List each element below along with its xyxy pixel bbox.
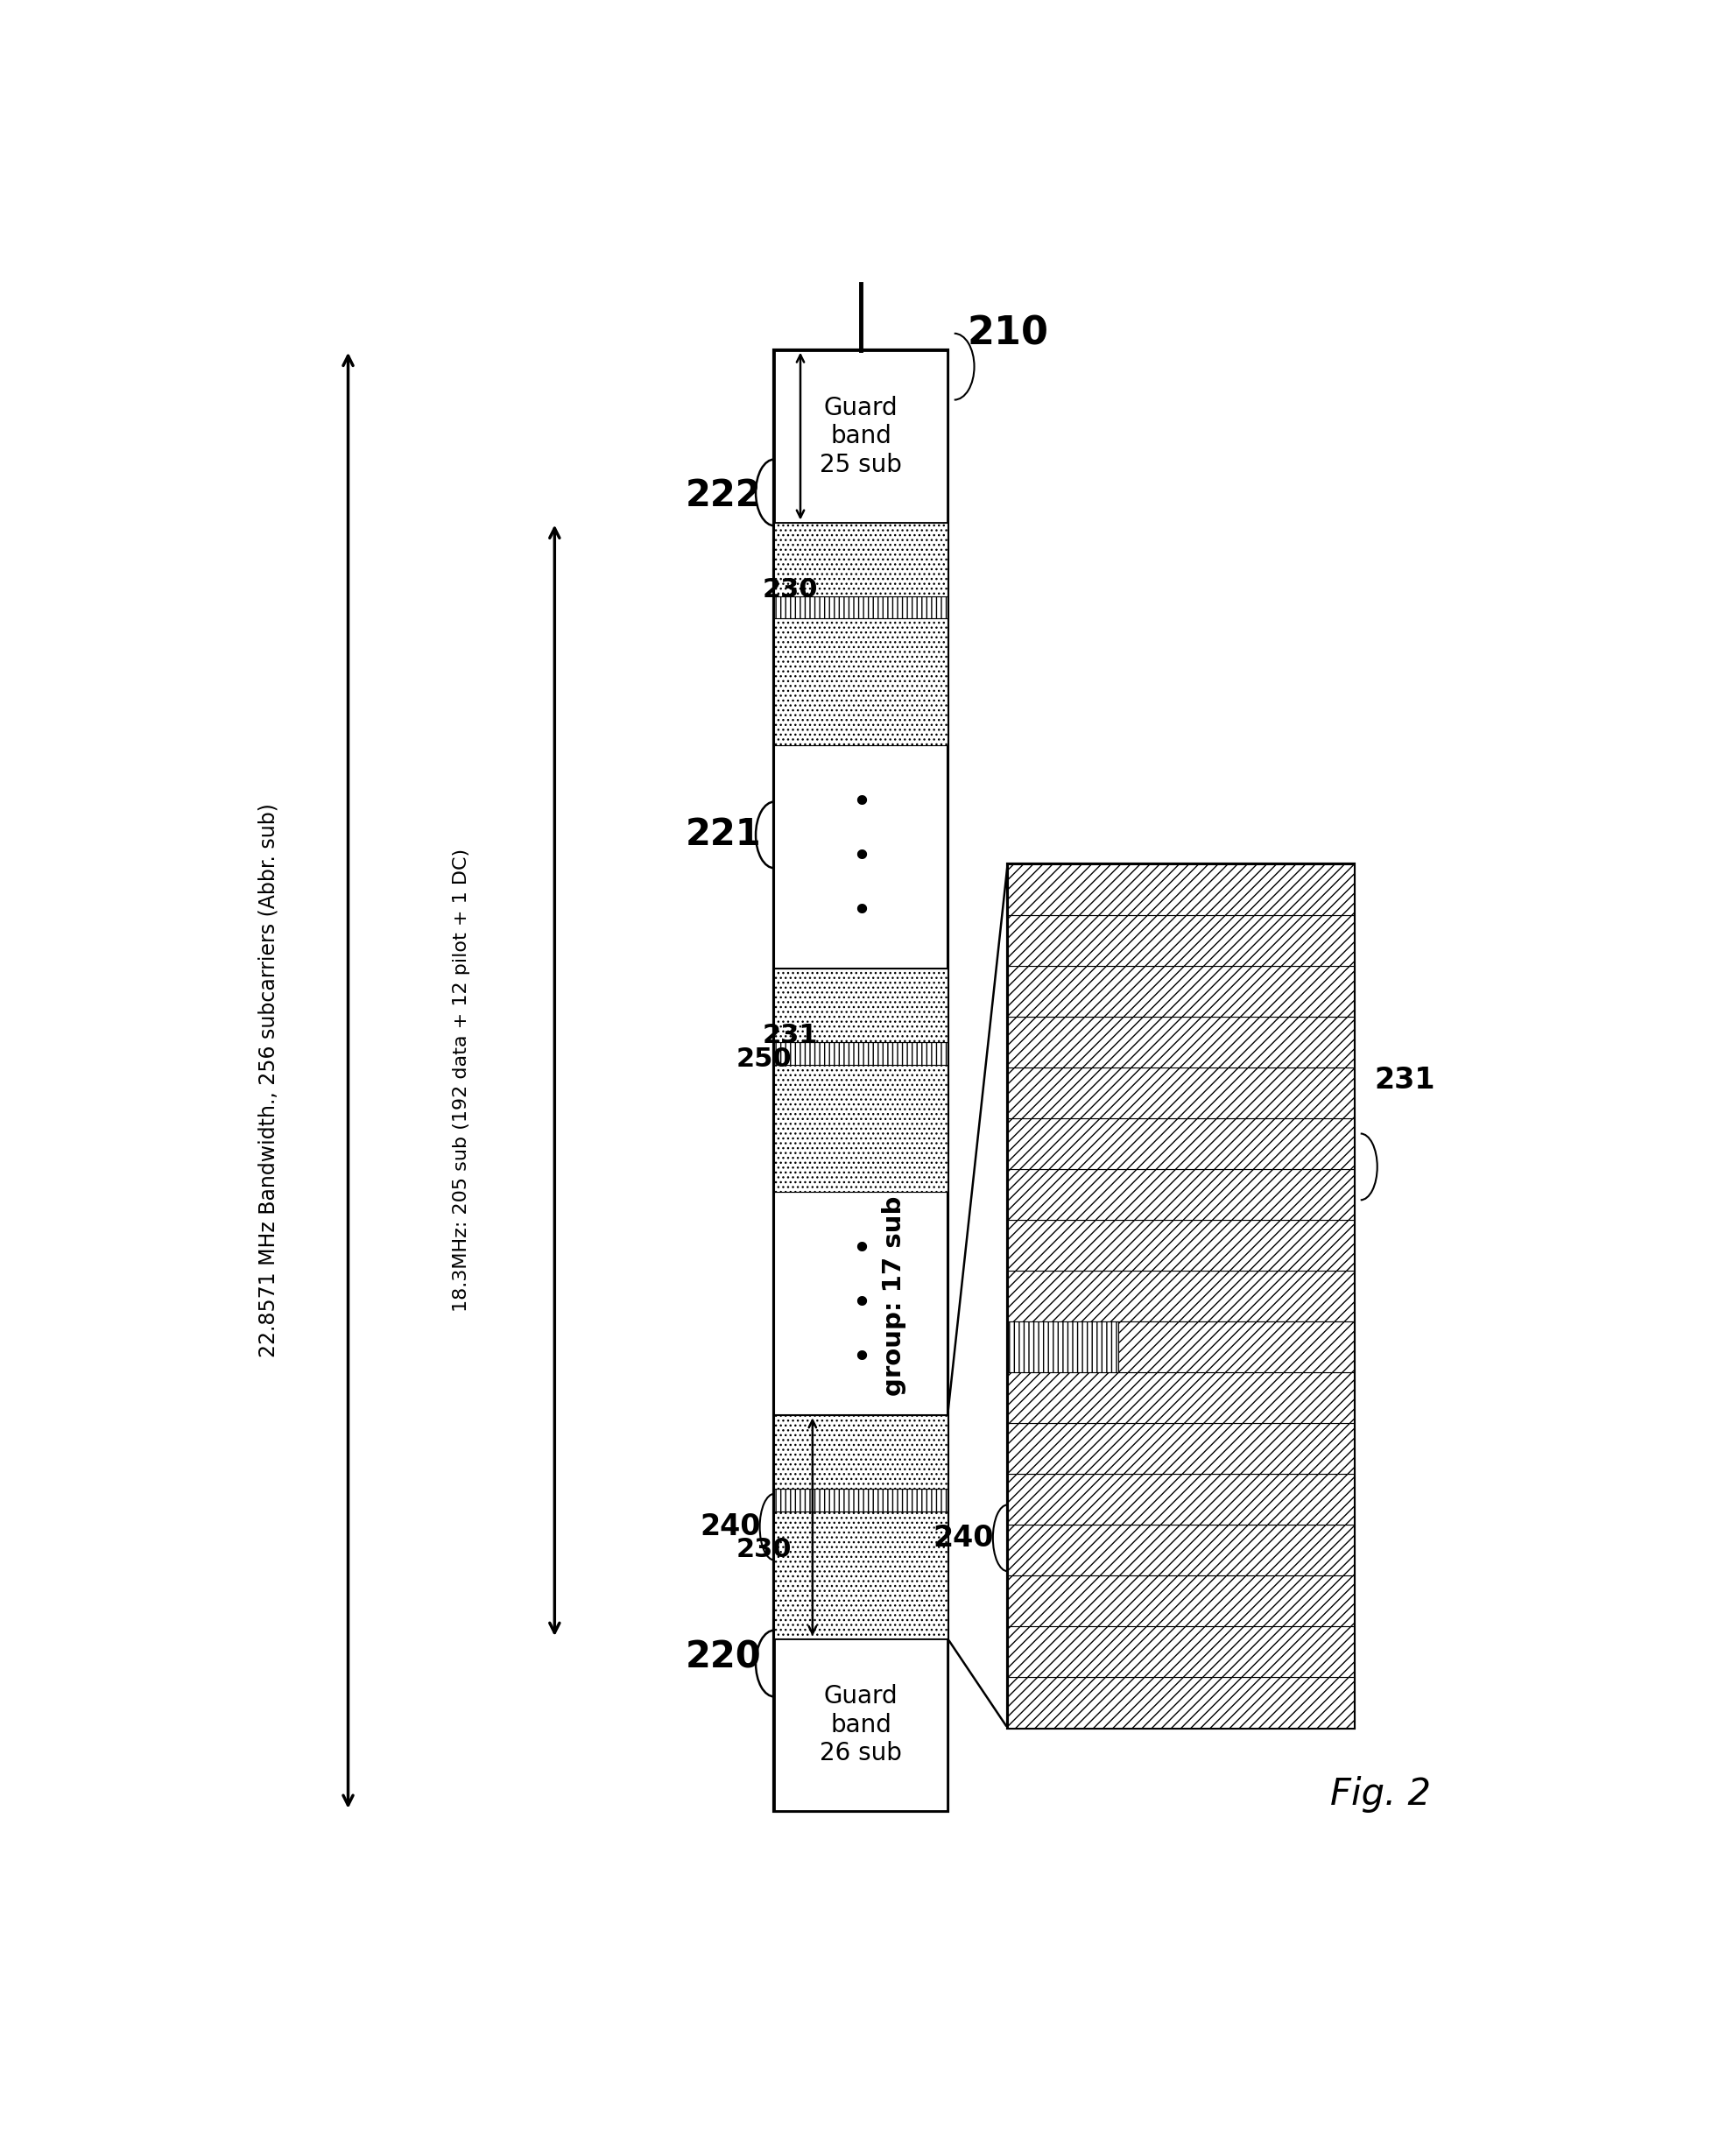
Bar (1007, 1220, 1355, 1270)
Bar (774, 619, 947, 746)
Bar (774, 968, 947, 1044)
Text: Fig. 2: Fig. 2 (1331, 1777, 1430, 1813)
Text: 231: 231 (1373, 1065, 1435, 1095)
Text: 230: 230 (762, 576, 818, 602)
Text: 231: 231 (762, 1024, 818, 1048)
Text: 240: 240 (700, 1514, 762, 1542)
Bar (774, 349, 947, 522)
Text: Guard
band
26 sub: Guard band 26 sub (820, 1684, 902, 1766)
Bar (1007, 1423, 1355, 1475)
Bar (1007, 1119, 1355, 1169)
Bar (1007, 865, 1355, 916)
Bar (774, 349, 947, 1811)
Bar (1007, 1169, 1355, 1220)
Bar (1007, 1626, 1355, 1677)
Text: •
•
•: • • • (851, 787, 872, 929)
Bar (774, 746, 947, 968)
Text: 22.8571 MHz Bandwidth., 256 subcarriers (Abbr. sub): 22.8571 MHz Bandwidth., 256 subcarriers … (258, 804, 278, 1358)
Bar (1007, 1677, 1355, 1727)
Bar (774, 1490, 947, 1511)
Text: 220: 220 (686, 1639, 762, 1675)
Text: group: 17 sub: group: 17 sub (882, 1197, 906, 1397)
Bar (774, 1414, 947, 1490)
Bar (1007, 1322, 1119, 1373)
Bar (1007, 966, 1355, 1018)
Bar (1007, 865, 1355, 1727)
Text: 221: 221 (686, 817, 762, 854)
Text: 230: 230 (736, 1537, 792, 1561)
Text: •
•
•: • • • (851, 1233, 872, 1376)
Text: 240: 240 (933, 1524, 994, 1552)
Text: 210: 210 (968, 315, 1049, 351)
Bar (1007, 1018, 1355, 1067)
Bar (1007, 1524, 1355, 1576)
Text: Guard
band
25 sub: Guard band 25 sub (820, 395, 902, 476)
Bar (774, 1511, 947, 1639)
Bar (1007, 1067, 1355, 1119)
Text: 222: 222 (686, 476, 762, 513)
Text: 18.3MHz: 205 sub (192 data + 12 pilot + 1 DC): 18.3MHz: 205 sub (192 data + 12 pilot + … (452, 849, 469, 1313)
Bar (1119, 1322, 1355, 1373)
Bar (774, 1639, 947, 1811)
Text: 250: 250 (736, 1048, 792, 1072)
Bar (1007, 916, 1355, 966)
Bar (1007, 1373, 1355, 1423)
Bar (1007, 1576, 1355, 1626)
Bar (1007, 1475, 1355, 1524)
Bar (774, 1065, 947, 1192)
Bar (774, 595, 947, 619)
Bar (1007, 1270, 1355, 1322)
Bar (774, 1192, 947, 1414)
Bar (774, 522, 947, 595)
Bar (774, 1044, 947, 1065)
